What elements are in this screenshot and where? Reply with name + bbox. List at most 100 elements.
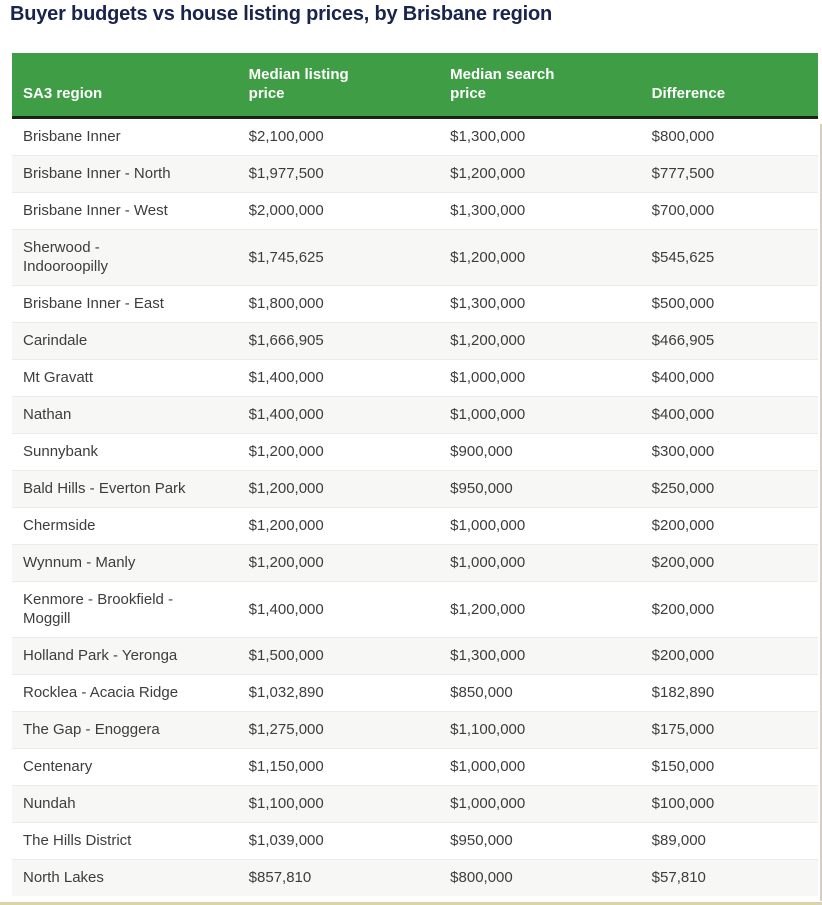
- cell-region: Kenmore - Brookfield - Moggill: [12, 581, 238, 638]
- cell-median-search-price: $1,200,000: [439, 155, 641, 193]
- cell-region-text: Nundah: [23, 795, 76, 812]
- cell-median-search-price: $1,300,000: [439, 637, 641, 675]
- cell-region: Carindale: [12, 322, 238, 360]
- cell-median-search-price: $1,000,000: [439, 544, 641, 582]
- cell-difference: $800,000: [641, 118, 818, 156]
- col-header-label: Median search price: [450, 66, 555, 102]
- cell-median-search-price-text: $1,000,000: [450, 517, 526, 534]
- cell-median-listing-price: $1,400,000: [237, 359, 440, 397]
- cell-median-search-price-text: $1,000,000: [450, 554, 526, 571]
- cell-difference-text: $150,000: [651, 758, 715, 775]
- col-header-label: SA3 region: [23, 85, 103, 102]
- cell-difference: $300,000: [640, 433, 818, 471]
- cell-median-listing-price: $1,100,000: [237, 785, 440, 823]
- cell-median-search-price: $900,000: [439, 433, 641, 471]
- cell-region: Wynnum - Manly: [12, 544, 238, 582]
- cell-median-search-price: $950,000: [439, 822, 641, 860]
- cell-region: Sherwood - Indooroopilly: [12, 229, 238, 286]
- cell-difference: $545,625: [640, 229, 818, 286]
- cell-median-search-price: $1,000,000: [439, 396, 641, 434]
- cell-median-listing-price: $1,745,625: [237, 229, 440, 286]
- table-header-row: SA3 region Median listing price Median s…: [12, 53, 818, 119]
- cell-median-listing-price: $1,150,000: [237, 748, 440, 786]
- cell-median-search-price-text: $950,000: [450, 480, 513, 497]
- cell-region-text: Brisbane Inner - North: [23, 165, 171, 182]
- cell-median-search-price: $1,300,000: [439, 118, 641, 156]
- table-row: Chermside $1,200,000 $1,000,000 $200,000: [12, 507, 818, 545]
- cell-difference-text: $200,000: [651, 600, 715, 618]
- table-row: Rocklea - Acacia Ridge $1,032,890 $850,000…: [12, 674, 818, 712]
- cell-median-search-price-text: $1,000,000: [450, 406, 526, 423]
- cell-difference: $200,000: [640, 544, 818, 582]
- cell-region-text: Bald Hills - Everton Park: [23, 480, 186, 497]
- cell-median-search-price-text: $800,000: [450, 869, 513, 886]
- cell-difference: $100,000: [640, 785, 818, 823]
- cell-region-text: Brisbane Inner - East: [23, 295, 164, 312]
- cell-median-listing-price: $1,800,000: [237, 285, 440, 323]
- cell-median-search-price: $1,000,000: [439, 507, 641, 545]
- cell-difference: $250,000: [640, 470, 818, 508]
- cell-difference: $200,000: [640, 637, 818, 675]
- cell-median-listing-price-text: $857,810: [248, 869, 312, 886]
- cell-region-text: Holland Park - Yeronga: [23, 647, 178, 664]
- cell-region-text: Chermside: [23, 517, 96, 534]
- cell-median-listing-price: $1,039,000: [237, 822, 440, 860]
- cell-difference: $400,000: [640, 359, 818, 397]
- data-table: SA3 region Median listing price Median s…: [12, 53, 818, 896]
- cell-region: Centenary: [12, 748, 238, 786]
- cell-median-listing-price: $1,200,000: [237, 507, 440, 545]
- cell-median-search-price: $1,000,000: [439, 785, 641, 823]
- col-header-difference: Difference: [640, 53, 818, 119]
- col-header-sa3-region: SA3 region: [12, 53, 238, 119]
- cell-median-listing-price: $1,032,890: [237, 674, 440, 712]
- cell-difference: $182,890: [640, 674, 818, 712]
- cell-median-listing-price-text: $1,039,000: [248, 832, 324, 849]
- right-edge-line: [820, 124, 822, 901]
- cell-difference: $175,000: [640, 711, 818, 749]
- cell-median-search-price: $1,000,000: [439, 748, 641, 786]
- cell-difference-text: $89,000: [651, 832, 706, 849]
- cell-difference: $400,000: [640, 396, 818, 434]
- cell-median-search-price: $1,100,000: [439, 711, 641, 749]
- table-row: Carindale $1,666,905 $1,200,000 $466,905: [12, 322, 818, 360]
- col-header-label: Difference: [651, 85, 726, 102]
- cell-region-text: Kenmore - Brookfield - Moggill: [23, 591, 174, 627]
- col-header-median-listing-price: Median listing price: [237, 53, 440, 119]
- cell-median-listing-price-text: $1,275,000: [248, 721, 324, 738]
- cell-difference-text: $700,000: [651, 202, 715, 219]
- cell-median-listing-price: $1,500,000: [237, 637, 440, 675]
- cell-difference-text: $250,000: [651, 480, 715, 497]
- cell-median-search-price-text: $1,300,000: [450, 647, 526, 664]
- table-row: North Lakes $857,810 $800,000 $57,810: [12, 859, 818, 896]
- table-row: Brisbane Inner - North $1,977,500 $1,200,0…: [12, 155, 818, 193]
- cell-region: North Lakes: [12, 859, 238, 896]
- cell-difference: $200,000: [640, 581, 818, 638]
- cell-difference-text: $545,625: [651, 248, 715, 266]
- cell-region: Nathan: [12, 396, 238, 434]
- cell-median-search-price: $850,000: [439, 674, 641, 712]
- cell-median-listing-price-text: $1,100,000: [248, 795, 324, 812]
- cell-difference: $150,000: [640, 748, 818, 786]
- cell-median-listing-price-text: $1,200,000: [248, 554, 324, 571]
- cell-median-listing-price-text: $1,400,000: [248, 406, 324, 423]
- cell-median-search-price-text: $1,300,000: [450, 202, 526, 219]
- cell-region-text: Mt Gravatt: [23, 369, 94, 386]
- cell-region-text: Carindale: [23, 332, 88, 349]
- cell-median-listing-price-text: $1,200,000: [248, 480, 324, 497]
- cell-region-text: Brisbane Inner - West: [23, 202, 168, 219]
- cell-median-search-price: $800,000: [439, 859, 641, 896]
- cell-difference-text: $200,000: [651, 517, 715, 534]
- cell-median-search-price: $1,200,000: [439, 229, 641, 286]
- cell-median-listing-price-text: $1,977,500: [248, 165, 324, 182]
- cell-difference-text: $100,000: [651, 795, 715, 812]
- cell-difference: $700,000: [640, 192, 818, 230]
- cell-difference: $500,000: [640, 285, 818, 323]
- cell-difference-text: $200,000: [651, 647, 715, 664]
- cell-median-listing-price: $1,400,000: [237, 581, 440, 638]
- cell-median-listing-price: $1,200,000: [237, 544, 440, 582]
- cell-region-text: Sherwood - Indooroopilly: [23, 239, 109, 275]
- cell-difference-text: $200,000: [651, 554, 715, 571]
- cell-region: Holland Park - Yeronga: [12, 637, 238, 675]
- cell-median-search-price-text: $1,200,000: [450, 600, 526, 618]
- cell-region-text: Brisbane Inner: [23, 128, 121, 145]
